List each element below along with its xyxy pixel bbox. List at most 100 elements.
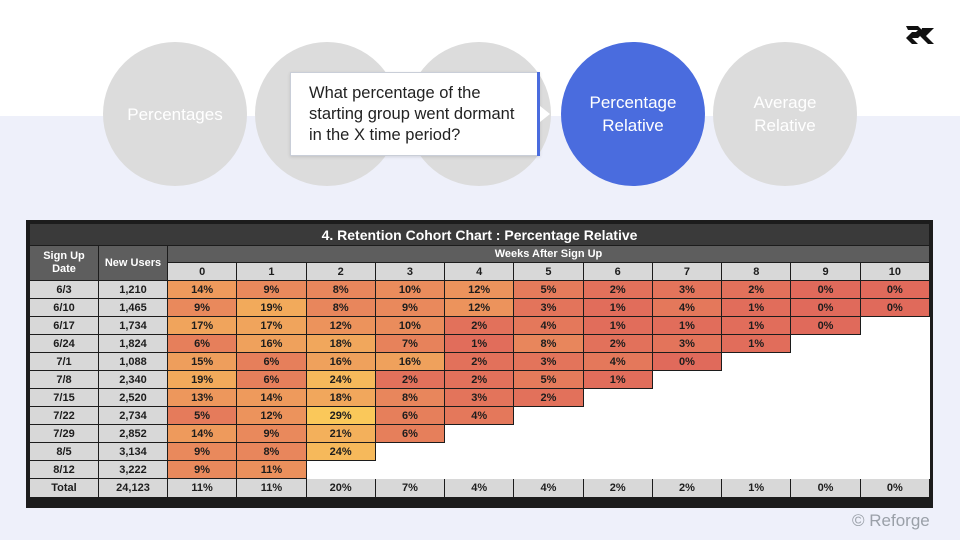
empty-cell xyxy=(651,442,723,461)
week-number-header: 10 xyxy=(859,262,931,281)
retention-value-cell: 12% xyxy=(444,280,515,299)
week-number-header: 6 xyxy=(582,262,653,281)
table-row: 8/12 3,222 9% 11% xyxy=(29,460,931,479)
empty-cell xyxy=(721,406,792,425)
retention-value-cell: 9% xyxy=(166,442,238,461)
retention-value-cell: 1% xyxy=(582,370,653,389)
table-row: 6/10 1,465 9% 19% 8% 9% 12% 3% 1% 4% 1% 0% 0% xyxy=(29,298,931,317)
empty-cell xyxy=(721,352,792,371)
total-value-cell: 4% xyxy=(444,478,515,498)
retention-value-cell: 11% xyxy=(236,460,307,479)
retention-value-cell: 18% xyxy=(305,388,376,407)
retention-value-cell: 4% xyxy=(651,298,723,317)
empty-cell xyxy=(444,460,515,479)
week-number-header: 3 xyxy=(374,262,446,281)
total-value-cell: 0% xyxy=(859,478,931,498)
retention-value-cell: 3% xyxy=(444,388,515,407)
retention-value-cell: 10% xyxy=(374,316,446,335)
retention-value-cell: 2% xyxy=(444,370,515,389)
table-row: 7/8 2,340 19% 6% 24% 2% 2% 5% 1% xyxy=(29,370,931,389)
empty-cell xyxy=(513,424,584,443)
nav-circle-label: Percentage Relative xyxy=(589,93,677,135)
week-number-header: 0 xyxy=(166,262,238,281)
empty-cell xyxy=(859,388,931,407)
retention-value-cell: 19% xyxy=(166,370,238,389)
total-value-cell: 1% xyxy=(721,478,792,498)
table-row: 7/1 1,088 15% 6% 16% 16% 2% 3% 4% 0% xyxy=(29,352,931,371)
nav-circle-label: Percentages xyxy=(127,104,223,124)
week-number-header: 1 xyxy=(236,262,307,281)
empty-cell xyxy=(651,370,723,389)
retention-value-cell: 15% xyxy=(166,352,238,371)
empty-cell xyxy=(859,370,931,389)
total-value-cell: 20% xyxy=(305,478,376,498)
retention-value-cell: 4% xyxy=(513,316,584,335)
empty-cell xyxy=(582,406,653,425)
table-row: 6/24 1,824 6% 16% 18% 7% 1% 8% 2% 3% 1% xyxy=(29,334,931,353)
signup-date-cell: 7/29 xyxy=(29,424,99,443)
retention-value-cell: 9% xyxy=(166,298,238,317)
total-value-cell: 2% xyxy=(651,478,723,498)
empty-cell xyxy=(444,424,515,443)
retention-value-cell: 6% xyxy=(236,352,307,371)
empty-cell xyxy=(859,334,931,353)
empty-cell xyxy=(859,424,931,443)
new-users-cell: 2,734 xyxy=(98,406,168,425)
new-users-cell: 1,465 xyxy=(98,298,168,317)
retention-value-cell: 29% xyxy=(305,406,376,425)
retention-value-cell: 4% xyxy=(444,406,515,425)
table-row: 7/29 2,852 14% 9% 21% 6% xyxy=(29,424,931,443)
nav-circle-4[interactable]: Average Relative xyxy=(713,42,857,186)
copyright-text: © Reforge xyxy=(852,511,930,530)
retention-value-cell: 6% xyxy=(374,406,446,425)
retention-value-cell: 2% xyxy=(582,280,653,299)
retention-value-cell: 8% xyxy=(236,442,307,461)
empty-cell xyxy=(721,460,792,479)
table-row: 6/17 1,734 17% 17% 12% 10% 2% 4% 1% 1% 1% 0% xyxy=(29,316,931,335)
empty-cell xyxy=(582,388,653,407)
retention-value-cell: 4% xyxy=(582,352,653,371)
retention-value-cell: 0% xyxy=(859,280,931,299)
retention-value-cell: 3% xyxy=(651,280,723,299)
signup-date-cell: 7/1 xyxy=(29,352,99,371)
new-users-header: New Users xyxy=(98,245,168,281)
empty-cell xyxy=(651,388,723,407)
callout-box: What percentage of the starting group we… xyxy=(290,72,540,156)
total-value-cell: 11% xyxy=(166,478,238,498)
retention-value-cell: 0% xyxy=(790,316,861,335)
retention-value-cell: 1% xyxy=(651,316,723,335)
new-users-cell: 1,088 xyxy=(98,352,168,371)
nav-circle-0[interactable]: Percentages xyxy=(103,42,247,186)
signup-date-cell: 6/24 xyxy=(29,334,99,353)
nav-circle-label: Average Relative xyxy=(753,93,817,135)
retention-value-cell: 2% xyxy=(513,388,584,407)
retention-value-cell: 14% xyxy=(166,280,238,299)
empty-cell xyxy=(513,406,584,425)
weeks-header: Weeks After Sign Up xyxy=(167,245,930,263)
empty-cell xyxy=(444,442,515,461)
retention-value-cell: 1% xyxy=(721,298,792,317)
nav-circle-3[interactable]: Percentage Relative xyxy=(561,42,705,186)
retention-value-cell: 1% xyxy=(444,334,515,353)
retention-value-cell: 14% xyxy=(236,388,307,407)
retention-value-cell: 18% xyxy=(305,334,376,353)
empty-cell xyxy=(582,460,653,479)
signup-date-cell: 7/15 xyxy=(29,388,99,407)
new-users-cell: 3,134 xyxy=(98,442,168,461)
signup-date-cell: 7/22 xyxy=(29,406,99,425)
new-users-cell: 2,340 xyxy=(98,370,168,389)
retention-value-cell: 5% xyxy=(513,280,584,299)
empty-cell xyxy=(721,424,792,443)
retention-value-cell: 5% xyxy=(166,406,238,425)
retention-value-cell: 12% xyxy=(444,298,515,317)
retention-value-cell: 10% xyxy=(374,280,446,299)
retention-value-cell: 0% xyxy=(651,352,723,371)
total-value-cell: 4% xyxy=(513,478,584,498)
empty-cell xyxy=(513,442,584,461)
total-users: 24,123 xyxy=(98,478,168,498)
retention-value-cell: 14% xyxy=(166,424,238,443)
retention-value-cell: 16% xyxy=(305,352,376,371)
week-number-header: 2 xyxy=(305,262,376,281)
retention-value-cell: 6% xyxy=(236,370,307,389)
signup-date-header: Sign Up Date xyxy=(29,245,99,281)
